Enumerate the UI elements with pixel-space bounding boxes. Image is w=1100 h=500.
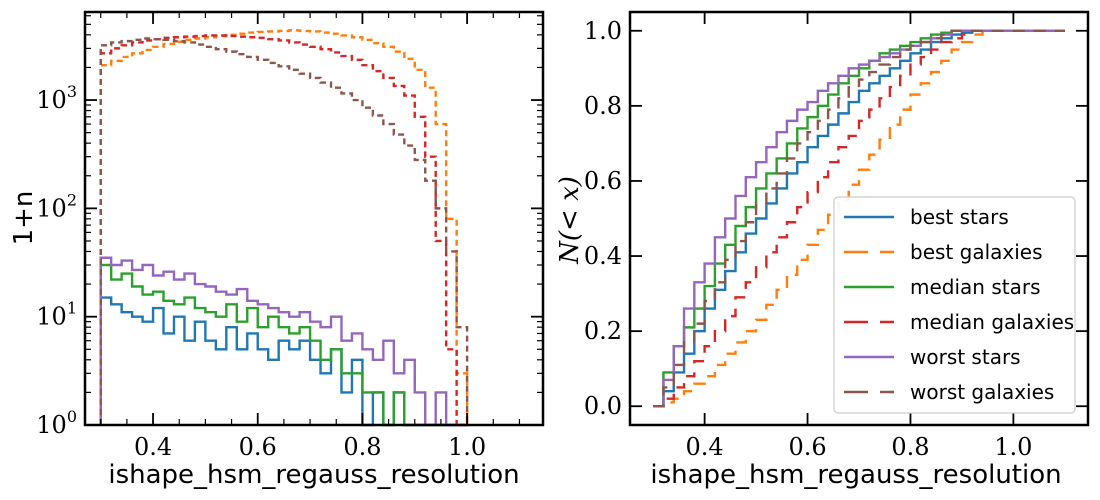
cdf-x-tick-label: 0.8 xyxy=(891,433,929,461)
legend-label-worst-stars: worst stars xyxy=(910,345,1021,369)
histogram-x-axis-label: ishape_hsm_regauss_resolution xyxy=(108,460,519,490)
legend-label-median-galaxies: median galaxies xyxy=(910,310,1074,334)
cdf-y-tick-label: 0.0 xyxy=(584,392,622,420)
cdf-legend: best stars best galaxies median stars media… xyxy=(833,196,1076,414)
histogram-x-tick-label: 0.6 xyxy=(239,433,277,461)
legend-label-median-stars: median stars xyxy=(910,275,1041,299)
cdf-y-tick-label: 0.2 xyxy=(584,317,622,345)
histogram-x-tick-label: 0.4 xyxy=(134,433,172,461)
histogram-panel: 100 101 102 103 0.4 0.6 0.8 1.0 ishape_hsm_rega… xyxy=(9,10,545,490)
legend-box xyxy=(833,196,1076,414)
cdf-worst-galaxies-series xyxy=(653,29,1065,408)
histogram-x-tick-label: 1.0 xyxy=(448,433,486,461)
histogram-frame xyxy=(83,10,545,427)
cdf-best-galaxies-series xyxy=(653,29,1065,408)
histogram-y-tick-label: 100 xyxy=(36,407,77,439)
legend-label-worst-galaxies: worst galaxies xyxy=(910,380,1054,404)
histogram-x-tick-label: 0.8 xyxy=(343,433,381,461)
histogram-axes: 100 101 102 103 0.4 0.6 0.8 1.0 xyxy=(36,10,545,461)
histogram-median-stars-series xyxy=(99,263,468,427)
cdf-y-tick-label: 0.8 xyxy=(584,92,622,120)
cdf-y-tick-label: 0.6 xyxy=(584,167,622,195)
cdf-y-axis-label: N(< x) xyxy=(555,176,585,265)
histogram-worst-stars-series xyxy=(99,256,468,427)
cdf-x-axis-label: ishape_hsm_regauss_resolution xyxy=(650,460,1061,490)
histogram-median-galaxies-series xyxy=(99,34,468,427)
histogram-y-axis-label: 1+n xyxy=(9,191,39,246)
cdf-x-tick-label: 1.0 xyxy=(994,433,1032,461)
legend-label-best-galaxies: best galaxies xyxy=(910,240,1043,264)
histogram-best-galaxies-series xyxy=(99,29,469,425)
legend-label-best-stars: best stars xyxy=(910,205,1009,229)
histogram-best-stars-series xyxy=(99,296,468,427)
cdf-x-tick-label: 0.6 xyxy=(788,433,826,461)
cdf-median-galaxies-series xyxy=(653,29,1065,408)
histogram-y-tick-label: 101 xyxy=(36,299,77,331)
cdf-x-tick-label: 0.4 xyxy=(686,433,724,461)
cdf-axes: 0.0 0.2 0.4 0.6 0.8 1.0 0.4 0.6 0.8 1.0 xyxy=(584,10,1090,461)
histogram-y-tick-label: 102 xyxy=(36,190,77,222)
cdf-y-tick-label: 0.4 xyxy=(584,242,622,270)
cdf-plot-area xyxy=(653,29,1065,408)
cdf-frame xyxy=(628,10,1090,427)
histogram-y-tick-label: 103 xyxy=(36,82,77,114)
histogram-plot-area xyxy=(99,29,469,427)
cdf-y-tick-label: 1.0 xyxy=(584,17,622,45)
cdf-panel: 0.0 0.2 0.4 0.6 0.8 1.0 0.4 0.6 0.8 1.0 ishape_hs… xyxy=(555,10,1090,490)
